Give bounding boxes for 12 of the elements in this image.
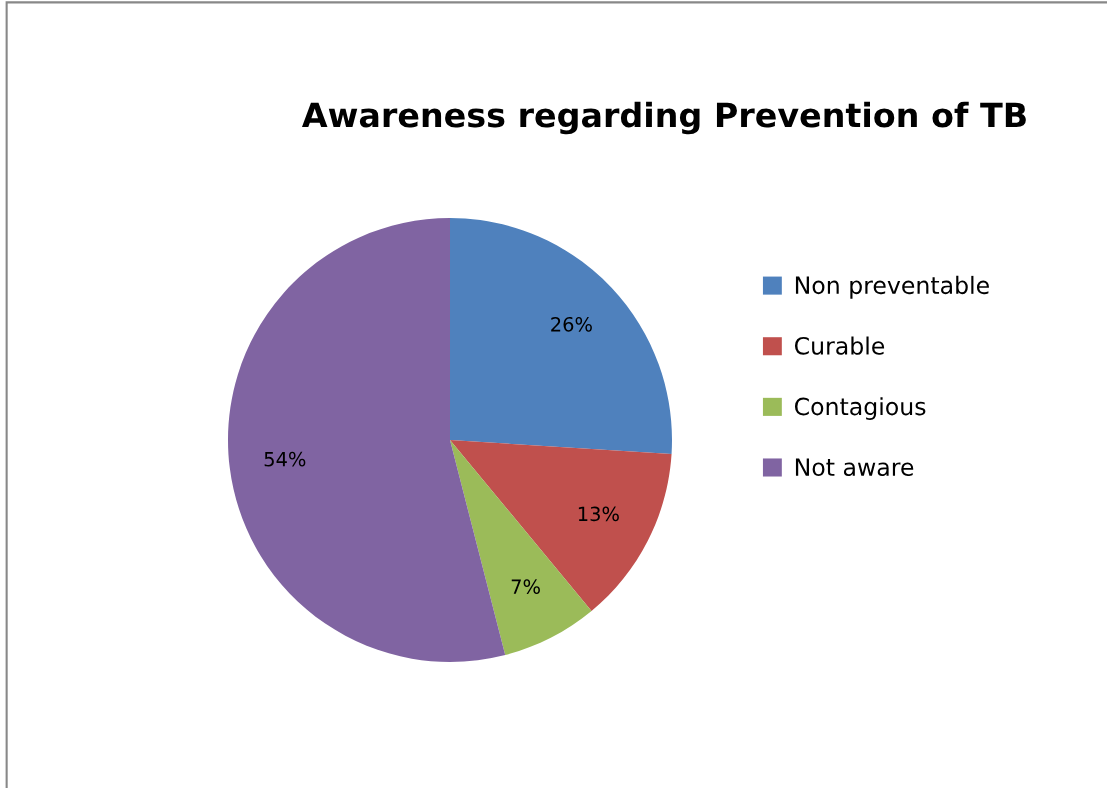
legend-label: Contagious	[794, 397, 926, 420]
pie-slice	[450, 440, 672, 612]
data-label: 13%	[578, 506, 619, 522]
data-label: 26%	[551, 316, 592, 332]
pie-slice	[228, 218, 506, 662]
legend-label: Curable	[794, 336, 885, 355]
legend-label: Not aware	[795, 458, 914, 477]
data-label: 54%	[264, 451, 306, 467]
pie-slice	[450, 218, 672, 454]
chart-title: Awareness regarding Prevention of TB	[301, 101, 1026, 135]
legend-label: Non preventable	[795, 275, 989, 299]
data-label: 7%	[511, 579, 540, 594]
